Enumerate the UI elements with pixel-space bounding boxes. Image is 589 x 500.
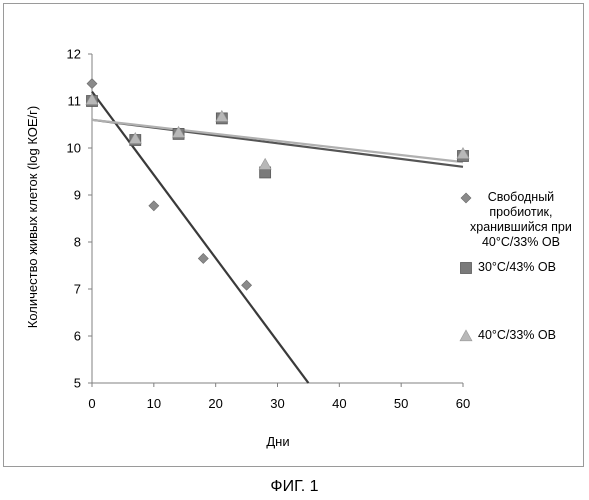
y-tick-label: 6 bbox=[74, 329, 81, 344]
data-point-triangle bbox=[259, 158, 271, 169]
data-points bbox=[86, 79, 469, 291]
legend-label-40c: 40°C/33% ОВ bbox=[478, 328, 556, 343]
x-tick-label: 40 bbox=[332, 396, 346, 411]
trendlines bbox=[92, 92, 463, 383]
y-tick-label: 10 bbox=[67, 141, 81, 156]
legend-label-line: Свободный bbox=[470, 190, 572, 205]
y-axis-label: Количество живых клеток (log КОЕ/г) bbox=[25, 106, 40, 328]
figure-caption: ФИГ. 1 bbox=[0, 478, 589, 496]
y-tick-label: 5 bbox=[74, 376, 81, 391]
legend-label-line: хранившийся при bbox=[470, 220, 572, 235]
data-point-diamond bbox=[242, 280, 252, 290]
x-tick-label: 0 bbox=[88, 396, 95, 411]
legend-label-30c: 30°C/43% ОВ bbox=[478, 260, 556, 275]
legend-marker-square bbox=[461, 263, 472, 274]
legend-label-line: 40°C/33% ОВ bbox=[470, 235, 572, 250]
data-point-diamond bbox=[198, 253, 208, 263]
x-tick-label: 20 bbox=[208, 396, 222, 411]
x-axis-label: Дни bbox=[266, 434, 289, 449]
y-tick-label: 11 bbox=[68, 94, 82, 109]
y-tick-label: 9 bbox=[74, 188, 81, 203]
x-tick-label: 30 bbox=[270, 396, 284, 411]
x-tick-label: 60 bbox=[456, 396, 470, 411]
legend-label-line: пробиотик, bbox=[470, 205, 572, 220]
data-point-diamond bbox=[87, 79, 97, 89]
y-tick-label: 8 bbox=[74, 235, 81, 250]
legend-marker-triangle bbox=[460, 330, 472, 341]
y-tick-label: 7 bbox=[74, 282, 81, 297]
data-point-diamond bbox=[149, 201, 159, 211]
y-tick-label: 12 bbox=[67, 47, 81, 62]
x-tick-label: 50 bbox=[394, 396, 408, 411]
figure: 5 6 7 8 9 10 11 12 0 10 20 30 40 50 60 Дни Количество … bbox=[0, 0, 589, 470]
axes: 5 6 7 8 9 10 11 12 0 10 20 30 40 50 60 bbox=[67, 47, 471, 412]
legend-label-free-probiotic: Свободный пробиотик, хранившийся при 40°… bbox=[470, 190, 572, 250]
trendline bbox=[92, 92, 308, 383]
trendline bbox=[92, 120, 463, 162]
x-tick-label: 10 bbox=[147, 396, 161, 411]
